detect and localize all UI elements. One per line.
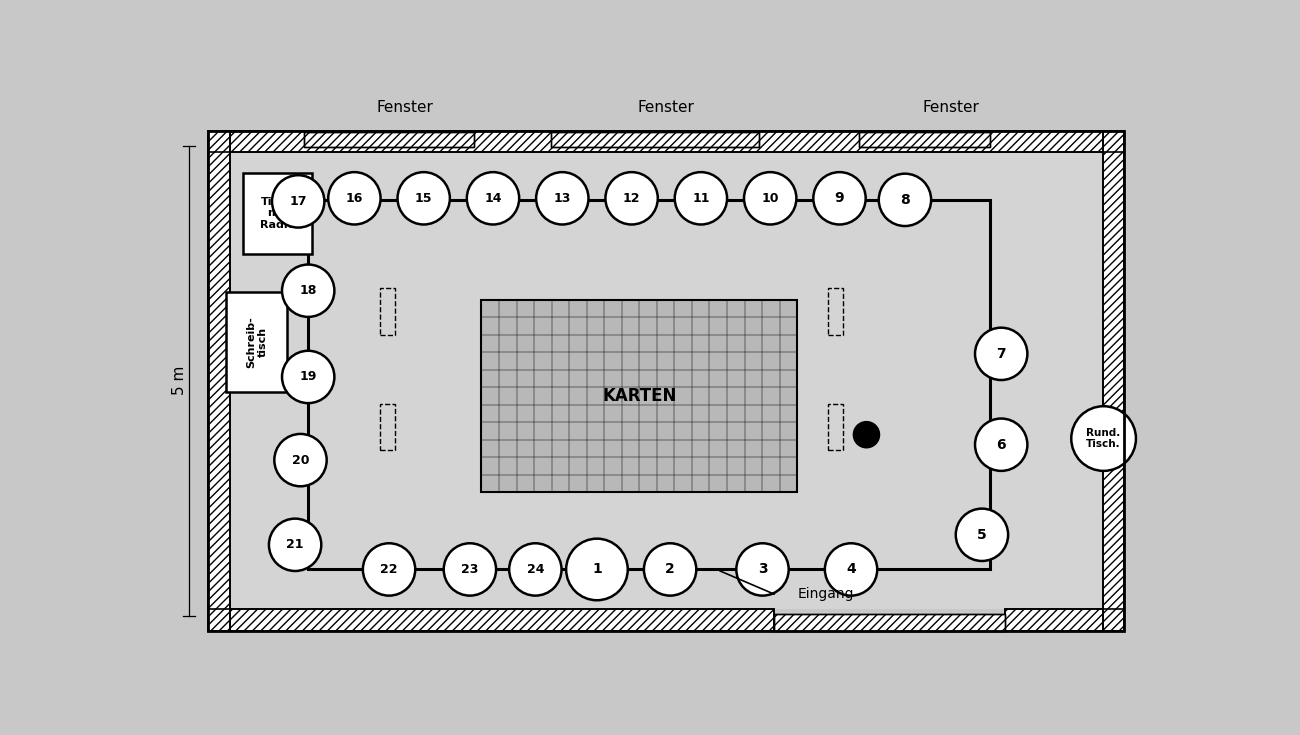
Bar (230, 152, 1102, 609)
Text: Fenster: Fenster (376, 100, 433, 115)
Bar (304, 132, 473, 148)
Bar (304, 132, 473, 148)
Bar (208, 131, 230, 631)
Circle shape (975, 328, 1027, 380)
Text: 5: 5 (978, 528, 987, 542)
Text: 14: 14 (484, 192, 502, 205)
Circle shape (744, 172, 797, 224)
Text: 2: 2 (666, 562, 675, 576)
Circle shape (1071, 406, 1136, 471)
Text: Eingang: Eingang (797, 587, 854, 601)
Circle shape (274, 434, 326, 487)
Text: 5 m: 5 m (172, 366, 187, 395)
Bar (859, 132, 989, 148)
Circle shape (510, 543, 562, 595)
Bar (551, 132, 759, 148)
Circle shape (814, 172, 866, 224)
Bar (774, 614, 1005, 631)
Text: Rund.
Tisch.: Rund. Tisch. (1087, 428, 1121, 449)
Text: 23: 23 (462, 563, 478, 576)
Text: 13: 13 (554, 192, 571, 205)
Bar (774, 614, 1005, 631)
Circle shape (272, 175, 325, 228)
Circle shape (956, 509, 1008, 561)
Circle shape (675, 172, 727, 224)
Bar (380, 288, 395, 334)
Circle shape (282, 265, 334, 317)
Text: 7: 7 (996, 347, 1006, 361)
Bar (828, 404, 844, 450)
Bar (1005, 609, 1124, 631)
Circle shape (443, 543, 497, 595)
Text: 9: 9 (835, 191, 844, 205)
Text: 8: 8 (900, 193, 910, 207)
Circle shape (736, 543, 789, 595)
Text: 18: 18 (299, 284, 317, 297)
Text: 16: 16 (346, 192, 363, 205)
Circle shape (269, 519, 321, 571)
Circle shape (363, 543, 415, 595)
Text: 19: 19 (299, 370, 317, 384)
Text: 1: 1 (592, 562, 602, 576)
Text: 10: 10 (762, 192, 779, 205)
Text: Tisch
mit
Radio: Tisch mit Radio (260, 197, 295, 230)
Circle shape (282, 351, 334, 403)
Text: Schreib-
tisch: Schreib- tisch (246, 317, 268, 368)
Circle shape (644, 543, 697, 595)
Bar (208, 131, 1124, 152)
Circle shape (467, 172, 519, 224)
Circle shape (879, 173, 931, 226)
Text: 11: 11 (692, 192, 710, 205)
Bar (243, 173, 312, 254)
Bar (208, 131, 230, 631)
Bar (1102, 131, 1124, 631)
Bar (551, 132, 759, 148)
Text: 12: 12 (623, 192, 641, 205)
Bar (208, 609, 773, 631)
Circle shape (606, 172, 658, 224)
Bar (481, 300, 797, 492)
Bar (226, 293, 287, 392)
Bar (1102, 131, 1124, 631)
Bar (380, 404, 395, 450)
Circle shape (975, 418, 1027, 471)
Text: 21: 21 (286, 538, 304, 551)
Bar (208, 609, 773, 631)
Circle shape (567, 539, 628, 600)
Bar (1005, 609, 1124, 631)
Text: 4: 4 (846, 562, 855, 576)
Text: 22: 22 (381, 563, 398, 576)
Text: KARTEN: KARTEN (602, 387, 676, 405)
Text: 20: 20 (291, 453, 309, 467)
Bar (208, 131, 1124, 152)
Circle shape (398, 172, 450, 224)
Text: 6: 6 (996, 438, 1006, 452)
Circle shape (853, 422, 880, 448)
Text: 24: 24 (526, 563, 545, 576)
Circle shape (826, 543, 878, 595)
Text: 17: 17 (290, 195, 307, 208)
Bar (308, 200, 989, 570)
Text: 3: 3 (758, 562, 767, 576)
Circle shape (536, 172, 589, 224)
Text: Fenster: Fenster (638, 100, 694, 115)
Bar (208, 131, 1124, 631)
Circle shape (328, 172, 381, 224)
Text: Fenster: Fenster (923, 100, 980, 115)
Bar (859, 132, 989, 148)
Text: 15: 15 (415, 192, 433, 205)
Bar (828, 288, 844, 334)
